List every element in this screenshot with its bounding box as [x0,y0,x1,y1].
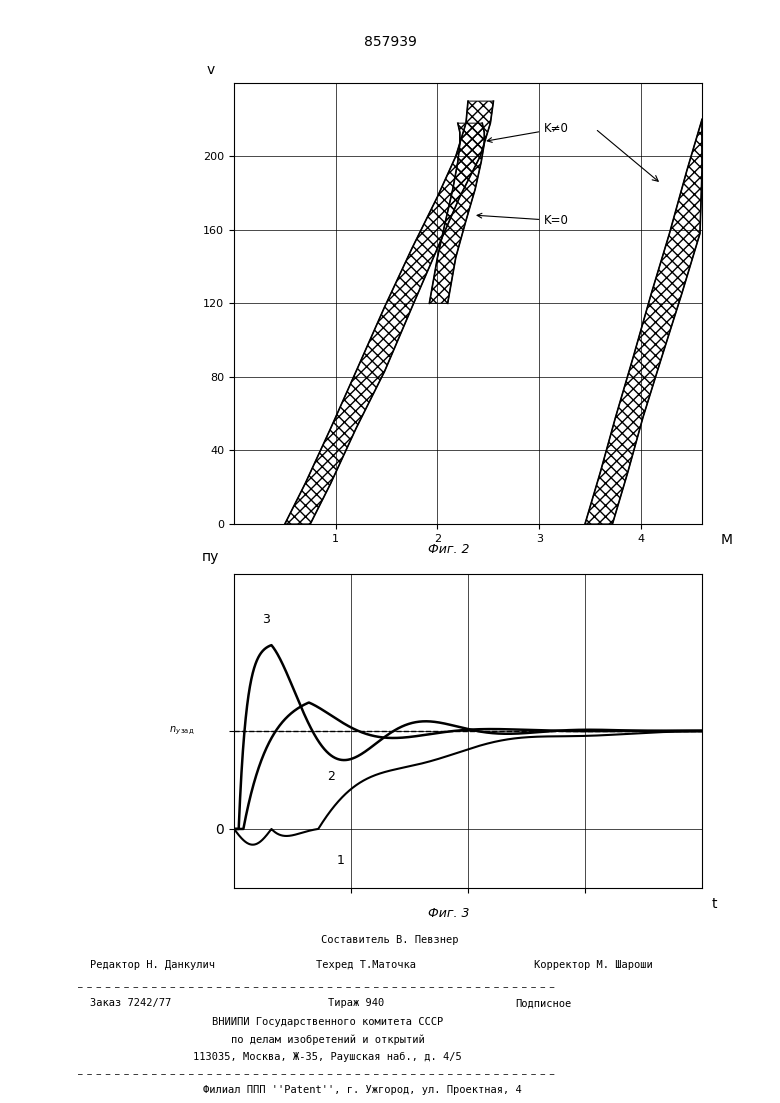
Text: M: M [721,533,732,547]
Text: 113035, Москва, Ж-35, Раушская наб., д. 4/5: 113035, Москва, Ж-35, Раушская наб., д. … [193,1052,462,1062]
Text: – – – – – – – – – – – – – – – – – – – – – – – – – – – – – – – – – – – – – – – – : – – – – – – – – – – – – – – – – – – – – … [78,1070,559,1079]
Text: 857939: 857939 [363,35,417,50]
Text: – – – – – – – – – – – – – – – – – – – – – – – – – – – – – – – – – – – – – – – – : – – – – – – – – – – – – – – – – – – – – … [78,983,559,992]
Text: Тираж 940: Тираж 940 [328,998,384,1008]
Text: 2: 2 [328,770,335,783]
Text: ВНИИПИ Государственного комитета СССР: ВНИИПИ Государственного комитета СССР [212,1017,443,1027]
Text: Подписное: Подписное [515,998,571,1008]
Text: Корректор М. Шароши: Корректор М. Шароши [534,960,653,970]
Text: K=0: K=0 [477,213,569,227]
Text: Заказ 7242/77: Заказ 7242/77 [90,998,171,1008]
Text: Фиг. 2: Фиг. 2 [427,543,470,556]
Text: Техред Т.Маточка: Техред Т.Маточка [316,960,416,970]
Text: 1: 1 [337,855,345,867]
Text: 3: 3 [262,612,270,625]
Text: Филиал ППП ''Patent'', г. Ужгород, ул. Проектная, 4: Филиал ППП ''Patent'', г. Ужгород, ул. П… [203,1085,522,1095]
Text: Фиг. 3: Фиг. 3 [427,907,470,920]
Text: $n_{y\,\mathsf{зад}}$: $n_{y\,\mathsf{зад}}$ [168,725,194,737]
Text: по делам изобретений и открытий: по делам изобретений и открытий [231,1035,424,1046]
Text: пу: пу [202,550,219,564]
Text: t: t [711,898,717,911]
Text: v: v [207,63,215,77]
Text: Редактор Н. Данкулич: Редактор Н. Данкулич [90,960,215,970]
Text: Составитель В. Певзнер: Составитель В. Певзнер [321,935,459,945]
Text: K≠0: K≠0 [488,122,569,142]
